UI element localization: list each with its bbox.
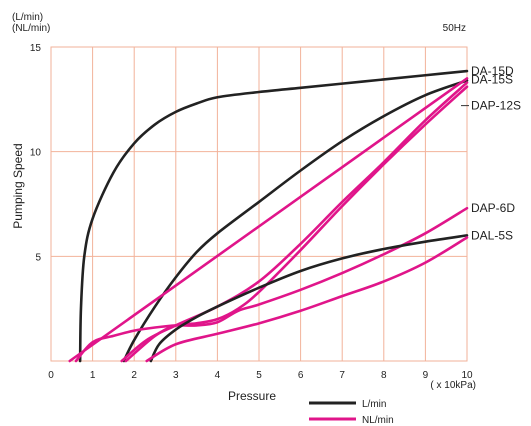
series-line-da-15d-l-per-min-0 — [78, 69, 469, 363]
x-tick-label-10: 10 — [461, 370, 473, 381]
x-tick-label-4: 4 — [215, 370, 221, 381]
y-tick-label-15: 15 — [30, 43, 42, 54]
x-tick-label-5: 5 — [256, 370, 262, 381]
series-line-dap-12s-nl-per-min-4 — [120, 81, 469, 363]
legend-label-nl-min: NL/min — [362, 415, 394, 426]
x-tick-label-0: 0 — [48, 370, 54, 381]
curve-label-dal-5s: DAL-5S — [471, 228, 513, 242]
tick-labels: 0 1 2 3 4 5 6 7 8 9 10 5 10 15 — [30, 43, 473, 381]
curve-label-dap-6d: DAP-6D — [471, 201, 515, 215]
y-axis-title: Pumping Speed — [11, 143, 25, 228]
y-unit-label-lmin: (L/min) — [12, 12, 43, 23]
legend-label-l-min: L/min — [362, 399, 386, 410]
y-tick-label-5: 5 — [35, 252, 41, 263]
curve-label-dap-12s: DAP-12S — [471, 99, 521, 113]
x-unit-label: ( x 10kPa) — [430, 380, 476, 391]
curve-label-da-15s: DA-15S — [471, 72, 513, 86]
x-tick-label-1: 1 — [90, 370, 96, 381]
series-lines — [68, 69, 469, 363]
series-line-da-15s-nl-per-min-2 — [68, 77, 469, 363]
x-tick-label-8: 8 — [381, 370, 387, 381]
x-tick-label-2: 2 — [131, 370, 137, 381]
x-tick-label-6: 6 — [298, 370, 304, 381]
y-unit-label-nlmin: (NL/min) — [12, 23, 50, 34]
x-axis-title: Pressure — [228, 389, 276, 403]
x-tick-label-7: 7 — [339, 370, 345, 381]
plot-frame — [50, 46, 468, 362]
legend: L/min NL/min — [309, 399, 394, 426]
series-line-dap-6d-nl-per-min-5 — [74, 206, 469, 363]
series-line-dal-5s-nl-per-min-7 — [145, 236, 469, 363]
x-tick-label-9: 9 — [423, 370, 429, 381]
series-line-da-15s-l-per-min-1 — [122, 79, 469, 363]
frequency-label: 50Hz — [443, 23, 466, 34]
x-tick-label-3: 3 — [173, 370, 179, 381]
y-tick-label-10: 10 — [30, 148, 42, 159]
grid — [50, 46, 468, 362]
curve-label-da-15d: DA-15D — [471, 64, 514, 78]
series-line-dal-5s-l-per-min-6 — [149, 234, 469, 363]
